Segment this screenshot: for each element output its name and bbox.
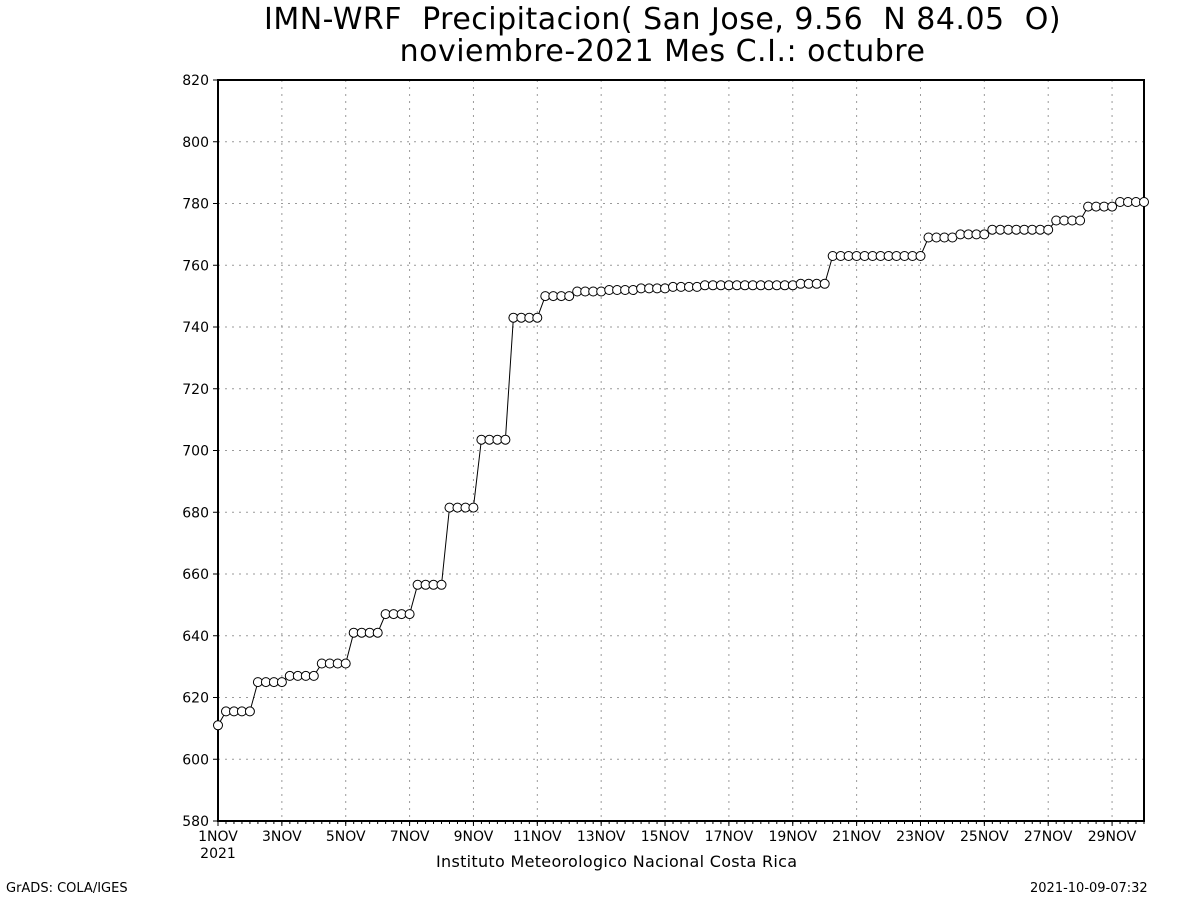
- y-tick-label: 680: [182, 505, 209, 521]
- data-point: [532, 312, 543, 323]
- timestamp: 2021-10-09-07:32: [1030, 881, 1148, 896]
- x-tick-label: 23NOV: [896, 829, 945, 845]
- data-point: [915, 251, 926, 261]
- x-tick-label: 17NOV: [705, 829, 754, 845]
- y-tick-label: 640: [182, 629, 209, 645]
- institute-label: Instituto Meteorologico Nacional Costa R…: [436, 852, 798, 871]
- y-tick-label: 780: [182, 197, 209, 213]
- y-tick-label: 740: [182, 320, 209, 336]
- y-tick-label: 580: [182, 814, 209, 830]
- chart-title-line-1: IMN-WRF Precipitacion( San Jose, 9.56 N …: [263, 2, 1062, 37]
- x-tick-label: 19NOV: [768, 829, 817, 845]
- x-tick-label: 9NOV: [454, 829, 494, 845]
- grads-credit: GrADS: COLA/IGES: [6, 881, 128, 896]
- y-tick-label: 800: [182, 135, 209, 151]
- x-tick-label: 15NOV: [641, 829, 690, 845]
- y-tick-label: 760: [182, 258, 209, 274]
- data-point: [596, 286, 607, 297]
- data-point: [340, 658, 351, 669]
- x-tick-label: 11NOV: [513, 829, 562, 845]
- y-tick-label: 660: [182, 567, 209, 583]
- x-tick-label: 13NOV: [577, 829, 626, 845]
- x-tick-label: 5NOV: [326, 829, 366, 845]
- x-tick-sublabel: 2021: [200, 846, 236, 862]
- data-point: [1107, 201, 1118, 212]
- x-tick-label: 27NOV: [1024, 829, 1073, 845]
- y-tick-label: 620: [182, 691, 209, 707]
- data-point: [660, 283, 670, 294]
- data-point: [308, 670, 319, 681]
- data-point: [628, 285, 639, 295]
- data-point: [276, 677, 287, 688]
- x-tick-label: 7NOV: [390, 829, 430, 845]
- x-tick-label: 3NOV: [262, 829, 302, 845]
- data-point: [1043, 224, 1054, 235]
- data-point: [1075, 215, 1086, 226]
- data-point: [372, 627, 383, 638]
- x-tick-label: 1NOV: [198, 829, 238, 845]
- data-point: [213, 720, 223, 731]
- plot-frame: [217, 79, 1145, 822]
- data-point: [500, 434, 511, 445]
- data-point: [564, 291, 575, 302]
- chart-title-line-2: noviembre-2021 Mes C.I.: octubre: [399, 34, 926, 69]
- y-tick-label: 720: [182, 382, 209, 398]
- data-point: [404, 609, 415, 620]
- x-tick-label: 25NOV: [960, 829, 1009, 845]
- data-point: [819, 278, 830, 289]
- x-tick-label: 21NOV: [832, 829, 881, 845]
- data-point: [979, 229, 990, 240]
- data-point: [436, 579, 447, 590]
- series-line: [217, 201, 1144, 726]
- data-point: [244, 706, 255, 717]
- x-tick-label: 29NOV: [1088, 829, 1137, 845]
- y-tick-label: 600: [182, 752, 209, 768]
- data-point: [1139, 197, 1149, 207]
- y-tick-label: 820: [182, 73, 209, 89]
- y-tick-label: 700: [182, 444, 209, 460]
- data-point: [468, 502, 479, 513]
